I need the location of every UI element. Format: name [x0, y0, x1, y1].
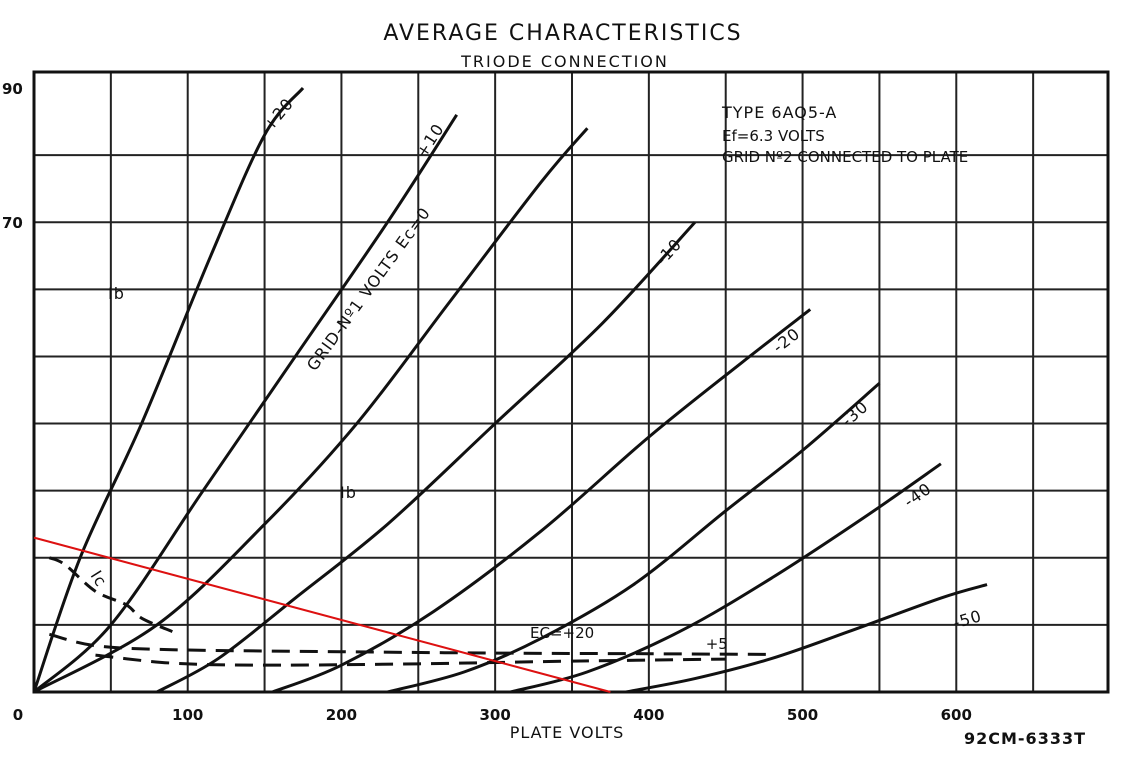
load-line	[33, 536, 611, 693]
y-tick-label: 0	[13, 706, 23, 724]
x-axis-label: PLATE VOLTS	[510, 723, 625, 742]
plate-curve-minus40	[510, 462, 942, 694]
chart-subtitle: TRIODE CONNECTION	[460, 52, 669, 71]
chart-title: AVERAGE CHARACTERISTICS	[383, 21, 742, 46]
x-tick-label: 400	[633, 706, 664, 724]
curve-label: -20	[769, 324, 804, 357]
grid-curve-plus5	[95, 653, 726, 667]
ib-label-1: Ib	[108, 284, 125, 303]
info-type: TYPE 6AQ5-A	[721, 103, 837, 122]
x-tick-label: 500	[787, 706, 818, 724]
ec-plus20-label: EC=+20	[530, 624, 594, 642]
info-filament: Ef=6.3 VOLTS	[722, 127, 825, 145]
plate-curve-minus10	[156, 221, 697, 694]
plate-current-curves	[32, 87, 988, 694]
ib-label-2: Ib	[340, 483, 357, 502]
plate-curve-minus20	[271, 308, 812, 694]
info-grid2: GRID Nº2 CONNECTED TO PLATE	[722, 148, 968, 166]
grid-curve-label: +5	[706, 635, 728, 653]
plate-curve-0	[33, 127, 589, 694]
plate-curve-plus10	[33, 114, 458, 694]
x-axis-tick-labels: 100 200 300 400 500 600	[172, 706, 972, 724]
drawing-number: 92CM-6333T	[964, 729, 1086, 748]
curve-labels: +20+10-10-20-30-40-50+5	[259, 94, 984, 653]
x-tick-label: 200	[326, 706, 357, 724]
y-tick-label: 90	[2, 80, 23, 98]
chart-grid	[34, 72, 1108, 692]
grid-current-curves	[48, 556, 772, 667]
grid-curve-plus20	[48, 632, 772, 656]
x-tick-label: 600	[941, 706, 972, 724]
x-tick-label: 100	[172, 706, 203, 724]
plate-curve-minus50	[625, 583, 988, 694]
y-tick-label: 70	[2, 214, 23, 232]
plot-frame	[32, 70, 1110, 694]
y-axis-ticks: 90 70 0	[2, 80, 23, 724]
curve-label: -40	[900, 479, 935, 511]
grid-current-curve	[48, 556, 173, 633]
curve-label: -30	[838, 397, 872, 430]
x-tick-label: 300	[479, 706, 510, 724]
load-line-segment	[33, 536, 611, 693]
plate-curve-plus20	[32, 87, 305, 693]
plate-curve-minus30	[387, 382, 881, 694]
